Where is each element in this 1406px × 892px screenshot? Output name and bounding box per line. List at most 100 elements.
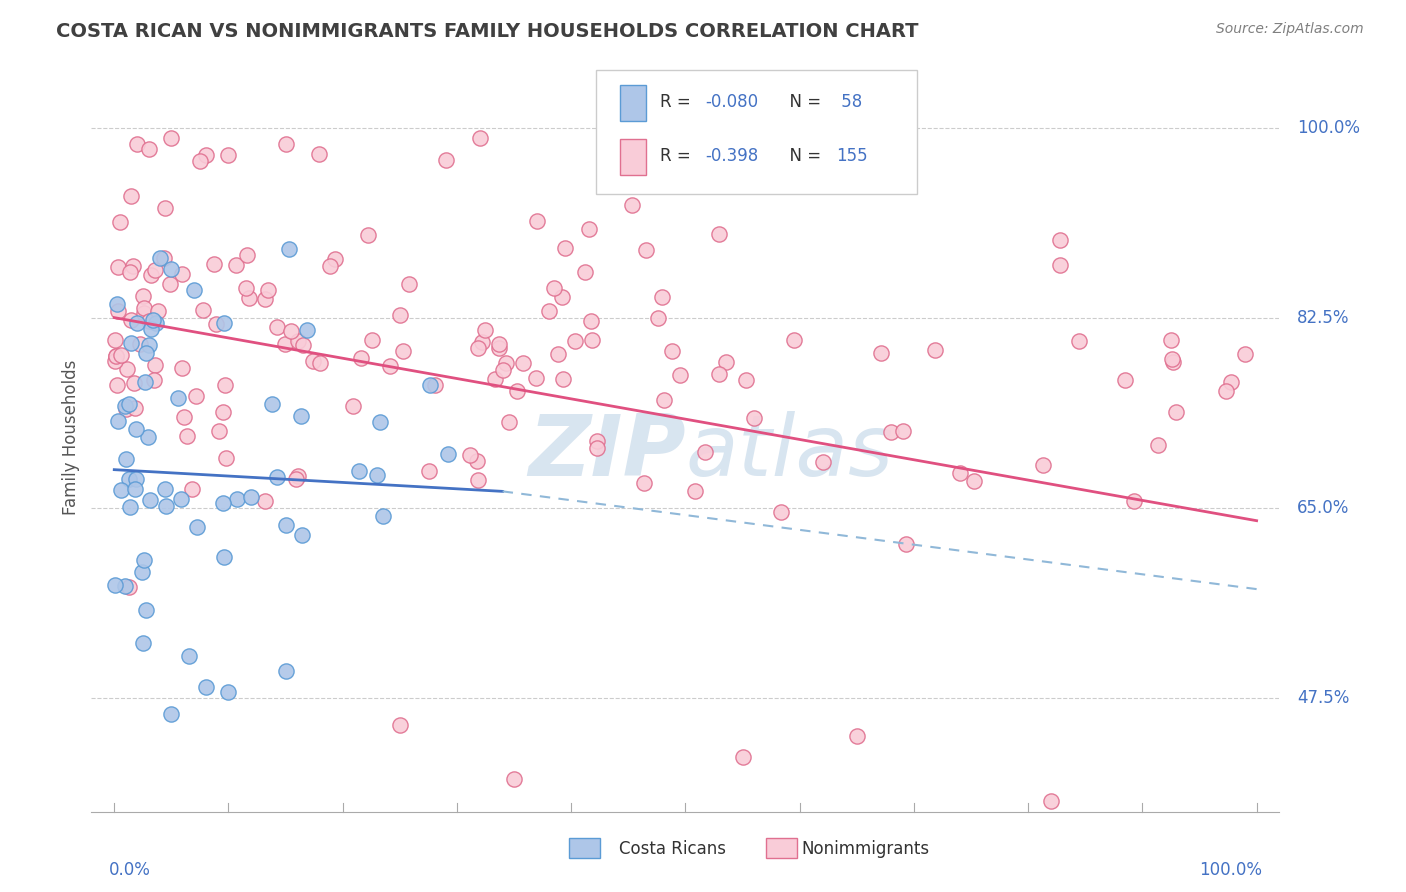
Point xyxy=(371,508,394,523)
Point xyxy=(127,136,148,151)
Point xyxy=(1161,355,1184,369)
Point xyxy=(274,337,297,351)
Point xyxy=(735,373,758,387)
Point xyxy=(949,466,972,480)
Text: R =: R = xyxy=(661,147,696,165)
Text: R =: R = xyxy=(661,93,696,112)
Point xyxy=(217,685,239,699)
Point xyxy=(152,251,174,265)
Point xyxy=(574,265,596,279)
Point xyxy=(284,472,307,486)
Point xyxy=(419,377,441,392)
Point xyxy=(695,445,717,459)
Point xyxy=(180,483,202,497)
Point xyxy=(136,430,159,444)
Text: 100.0%: 100.0% xyxy=(1298,119,1360,136)
Point xyxy=(170,491,193,506)
Point xyxy=(138,492,160,507)
Point xyxy=(342,399,364,413)
Point xyxy=(287,468,309,483)
Y-axis label: Family Households: Family Households xyxy=(62,359,80,515)
Point xyxy=(1049,258,1071,272)
Point xyxy=(484,372,506,386)
Point xyxy=(159,277,181,292)
Point xyxy=(118,500,141,515)
FancyBboxPatch shape xyxy=(620,139,647,175)
Point xyxy=(104,353,127,368)
Point xyxy=(783,333,806,347)
Point xyxy=(1233,347,1256,361)
Text: Costa Ricans: Costa Ricans xyxy=(619,840,725,858)
Point xyxy=(202,257,225,271)
Point xyxy=(145,316,167,330)
Point xyxy=(434,153,457,168)
Point xyxy=(350,351,373,366)
Point xyxy=(1032,458,1054,472)
Point xyxy=(894,537,917,551)
Point xyxy=(425,377,447,392)
Point xyxy=(149,251,172,265)
Point xyxy=(506,384,529,398)
Point xyxy=(488,341,510,355)
Point xyxy=(238,291,260,305)
Point xyxy=(1147,438,1170,452)
Point xyxy=(880,425,903,439)
Point xyxy=(160,706,183,721)
Point xyxy=(138,314,160,328)
Point xyxy=(138,338,160,352)
Point xyxy=(118,580,141,594)
Point xyxy=(217,147,239,161)
Point xyxy=(963,474,986,488)
Point xyxy=(1039,794,1062,808)
Point xyxy=(266,470,288,484)
Point xyxy=(120,312,142,326)
Point xyxy=(135,346,157,360)
Point xyxy=(105,349,128,363)
Point xyxy=(683,484,706,499)
Point xyxy=(207,424,229,438)
Point xyxy=(125,472,148,486)
Point xyxy=(115,452,138,467)
Point xyxy=(110,215,132,229)
Point xyxy=(1049,233,1071,247)
Point xyxy=(1067,334,1090,348)
Point xyxy=(212,549,235,564)
Point xyxy=(143,262,166,277)
Point xyxy=(295,323,318,337)
Point xyxy=(280,324,302,338)
Point xyxy=(115,402,138,417)
Point xyxy=(870,346,893,360)
Point xyxy=(471,335,494,350)
Point xyxy=(661,344,683,359)
Point xyxy=(253,292,276,306)
Point xyxy=(191,302,214,317)
Text: -0.398: -0.398 xyxy=(706,147,759,165)
Point xyxy=(122,376,145,391)
Point xyxy=(891,424,914,438)
Point xyxy=(235,281,257,295)
Point xyxy=(132,301,155,315)
Point xyxy=(135,603,157,617)
Text: N =: N = xyxy=(779,93,827,112)
Point xyxy=(120,265,142,279)
Point xyxy=(120,189,142,203)
Point xyxy=(107,414,129,428)
Point xyxy=(488,337,510,351)
Point xyxy=(707,227,730,241)
Point xyxy=(120,335,142,350)
Text: 58: 58 xyxy=(837,93,862,112)
Point xyxy=(262,396,284,410)
Point xyxy=(212,316,235,330)
Point xyxy=(114,579,136,593)
Point xyxy=(107,260,129,275)
Point xyxy=(184,389,207,403)
Point xyxy=(366,468,388,483)
Point xyxy=(436,447,458,461)
Point xyxy=(134,376,156,390)
Point xyxy=(811,455,834,469)
Point xyxy=(215,450,238,465)
Point xyxy=(309,356,332,370)
Text: N =: N = xyxy=(779,147,827,165)
Point xyxy=(1114,373,1136,387)
Point xyxy=(586,434,609,449)
